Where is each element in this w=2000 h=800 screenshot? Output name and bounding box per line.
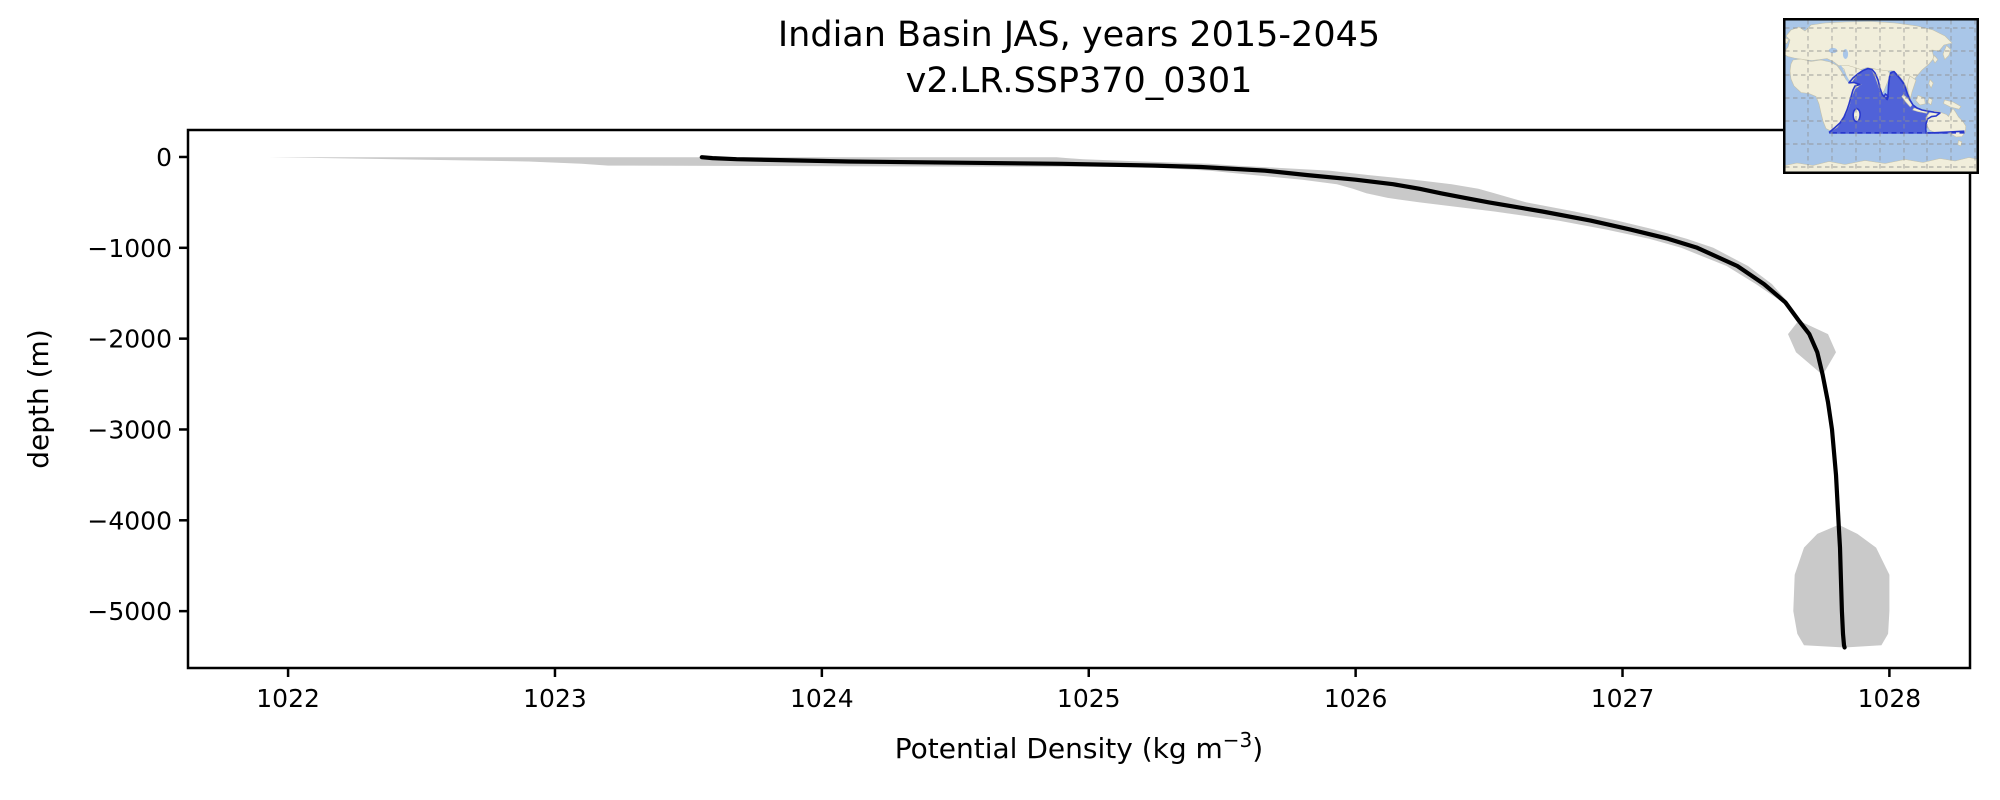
map-land-japan: [1942, 44, 1952, 61]
y-tick-label: −2000: [87, 325, 172, 354]
map-red-sea: [1839, 65, 1850, 82]
map-land-new-guinea: [1943, 99, 1962, 110]
map-land-tasmania: [1957, 140, 1963, 147]
indian-basin-region-fill: [1829, 68, 1965, 134]
mean-line-path: [699, 155, 1847, 650]
map-graticule: [1785, 20, 1977, 172]
y-tick-label: −3000: [87, 415, 172, 444]
y-tick-label: −1000: [87, 234, 172, 263]
inset-region-map: [1783, 18, 1979, 174]
mean-line: [699, 155, 1847, 650]
map-border: [1783, 18, 1979, 174]
chart-title: Indian Basin JAS, years 2015-2045: [778, 15, 1380, 55]
region-outline-coastal: [1828, 67, 1965, 134]
region-outline-madagascar: [1852, 107, 1861, 123]
x-tick-label: 1024: [790, 684, 854, 713]
y-tick-label: −5000: [87, 597, 172, 626]
map-land-indochina: [1907, 75, 1917, 100]
map-land-korea: [1932, 54, 1939, 64]
indian-basin-region-outline: [1828, 67, 1965, 134]
chart-subtitle: v2.LR.SSP370_0301: [906, 61, 1253, 101]
x-axis-label: Potential Density (kg m−3): [895, 728, 1263, 765]
x-axis-label-superscript: −3: [1223, 728, 1252, 752]
y-tick-label: 0: [156, 143, 172, 172]
x-axis-ticks: 1022 1023 1024 1025 1026 1027 1028: [256, 668, 1921, 713]
y-axis-label: depth (m): [22, 329, 55, 469]
map-land-philippines: [1928, 78, 1934, 89]
map-land-sulawesi: [1927, 96, 1933, 106]
map-black-sea: [1828, 47, 1838, 54]
y-axis-ticks: 0 −1000 −2000 −3000 −4000 −5000: [87, 143, 188, 626]
std-band: [269, 157, 1890, 648]
region-outline-sri-lanka: [1883, 93, 1889, 101]
x-tick-label: 1023: [523, 684, 587, 713]
x-tick-label: 1022: [256, 684, 320, 713]
axes-spines: [186, 128, 1972, 670]
y-tick-label: −4000: [87, 506, 172, 535]
x-tick-label: 1027: [1591, 684, 1655, 713]
std-band-polygon: [269, 157, 1890, 648]
map-caspian-sea: [1842, 49, 1849, 59]
map-land-sumatra: [1901, 94, 1913, 108]
x-tick-label: 1028: [1858, 684, 1922, 713]
map-land-antarctica: [1783, 157, 1979, 174]
x-tick-label: 1025: [1057, 684, 1121, 713]
x-tick-label: 1026: [1324, 684, 1388, 713]
